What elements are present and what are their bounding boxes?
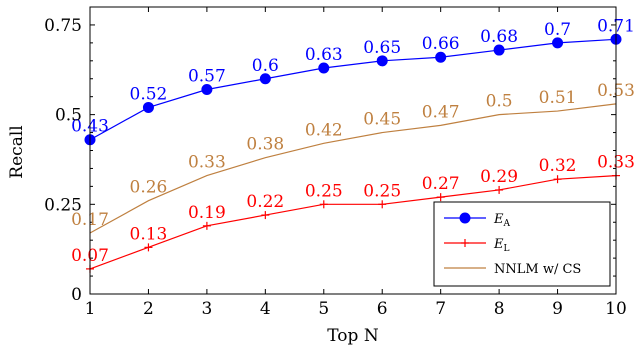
x-tick-label: 1 — [85, 299, 96, 319]
tick-labels: 1 2 3 4 5 6 7 8 9 10 0 0.25 0.5 0.75 — [44, 16, 627, 319]
x-tick-label: 4 — [260, 299, 271, 319]
x-tick-label: 10 — [605, 299, 627, 319]
data-point — [493, 44, 505, 56]
data-label: 0.25 — [305, 181, 343, 201]
data-label: 0.68 — [480, 27, 518, 47]
data-label: 0.57 — [188, 67, 226, 87]
x-tick-label: 3 — [201, 299, 212, 319]
data-point — [553, 175, 562, 184]
x-tick-label: 5 — [318, 299, 329, 319]
legend-label-subscript: L — [504, 244, 510, 254]
data-label: 0.29 — [480, 167, 518, 187]
data-label: 0.5 — [486, 92, 513, 112]
data-point — [319, 200, 328, 209]
data-label: 0.47 — [422, 102, 460, 122]
data-label: 0.7 — [544, 20, 571, 40]
legend-entry: NNLM w/ CS — [444, 262, 581, 277]
data-labels: 0.430.520.570.60.63 0.65 0.66 0.68 0.7 0.710.… — [71, 16, 635, 266]
data-label: 0.13 — [130, 224, 168, 244]
y-tick-label: 0 — [71, 285, 82, 305]
legend-marker — [459, 212, 471, 224]
data-point — [144, 243, 153, 252]
data-point — [552, 37, 564, 49]
data-label: 0.32 — [539, 156, 577, 176]
y-tick-label: 0.5 — [55, 106, 82, 126]
x-tick-label: 2 — [143, 299, 154, 319]
legend-label-name: E — [493, 212, 504, 227]
legend-label-subscript: A — [503, 219, 511, 229]
data-label: 0.22 — [246, 192, 284, 212]
legend-label: NNLM w/ CS — [494, 262, 581, 277]
x-tick-label: 8 — [494, 299, 505, 319]
y-axis-title: Recall — [7, 125, 27, 178]
x-tick-label: 9 — [552, 299, 563, 319]
data-label: 0.26 — [130, 178, 168, 198]
data-point — [318, 62, 330, 74]
x-tick-label: 7 — [435, 299, 446, 319]
data-label: 0.42 — [305, 120, 343, 140]
data-point — [259, 73, 271, 85]
data-point — [142, 101, 154, 113]
legend-label-name: E — [493, 237, 504, 252]
series-line — [89, 175, 617, 270]
plot-frame — [89, 6, 617, 295]
legend-entry: EA — [444, 212, 511, 229]
data-label: 0.38 — [246, 135, 284, 155]
series-layer — [84, 33, 622, 273]
data-label: 0.25 — [363, 181, 401, 201]
data-label: 0.33 — [188, 153, 226, 173]
data-label: 0.27 — [422, 174, 460, 194]
legend-label: EL — [493, 237, 510, 254]
x-tick-label: 6 — [377, 299, 388, 319]
data-label: 0.51 — [539, 88, 577, 108]
data-point — [376, 55, 388, 67]
series-line — [89, 38, 617, 141]
series-line — [89, 103, 617, 234]
data-label: 0.65 — [363, 38, 401, 58]
data-point — [202, 221, 211, 230]
data-label: 0.52 — [130, 84, 168, 104]
data-point — [436, 193, 445, 202]
data-point — [495, 185, 504, 194]
data-label: 0.63 — [305, 45, 343, 65]
y-tick-label: 0.25 — [44, 195, 82, 215]
data-label: 0.19 — [188, 203, 226, 223]
data-point — [378, 200, 387, 209]
y-tick-label: 0.75 — [44, 16, 82, 36]
axis-ticks — [89, 6, 617, 295]
legend-label: EA — [493, 212, 511, 229]
data-label: 0.6 — [252, 56, 279, 76]
data-label: 0.45 — [363, 110, 401, 130]
legend-entry: EL — [444, 237, 510, 254]
data-point — [201, 84, 213, 96]
x-axis-title: Top N — [327, 326, 379, 346]
data-point — [261, 211, 270, 220]
data-point — [435, 51, 447, 63]
legend-label-name: NNLM w/ CS — [494, 262, 581, 277]
data-label: 0.66 — [422, 34, 460, 54]
